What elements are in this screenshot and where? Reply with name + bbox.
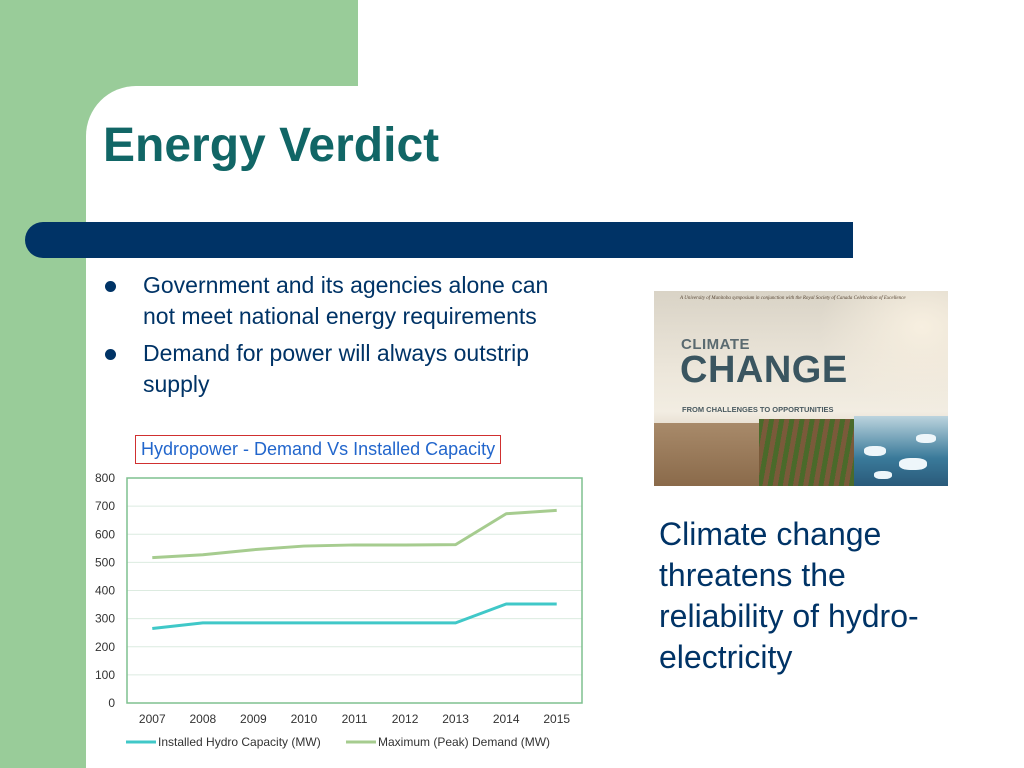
bullet-dot-icon — [105, 349, 116, 360]
legend-label: Installed Hydro Capacity (MW) — [158, 735, 321, 749]
bullet-item: Government and its agencies alone can no… — [100, 270, 570, 332]
y-tick-label: 400 — [95, 584, 115, 598]
photo-ice-scene — [854, 416, 948, 486]
x-tick-label: 2011 — [342, 712, 368, 726]
x-tick-label: 2010 — [291, 712, 318, 726]
background-white-top — [358, 0, 1024, 90]
x-tick-label: 2008 — [189, 712, 216, 726]
photo-sky-glow — [818, 291, 948, 411]
slide-title: Energy Verdict — [103, 119, 440, 172]
y-tick-label: 0 — [108, 696, 115, 710]
hydropower-line-chart: 0 100 200 300 400 500 600 700 800 2007 2008 2009 201… — [95, 471, 583, 749]
ice-chunk-icon — [916, 434, 936, 443]
photo-change-text: CHANGE — [680, 349, 848, 391]
photo-desert-scene — [654, 423, 764, 486]
x-tick-label: 2013 — [442, 712, 469, 726]
x-tick-label: 2009 — [240, 712, 267, 726]
ice-chunk-icon — [899, 458, 927, 470]
photo-subtitle-text: FROM CHALLENGES TO OPPORTUNITIES — [682, 405, 834, 414]
x-tick-label: 2015 — [543, 712, 570, 726]
bullet-dot-icon — [105, 281, 116, 292]
y-tick-label: 500 — [95, 555, 115, 569]
x-tick-label: 2007 — [139, 712, 166, 726]
y-tick-label: 300 — [95, 612, 115, 626]
series-line-1 — [152, 508, 557, 560]
photo-field-scene — [759, 419, 859, 486]
y-tick-label: 700 — [95, 499, 115, 513]
ice-chunk-icon — [864, 446, 886, 456]
x-tick-label: 2012 — [392, 712, 419, 726]
y-tick-label: 600 — [95, 527, 115, 541]
x-tick-label: 2014 — [493, 712, 520, 726]
series-line-0 — [152, 602, 557, 630]
ice-chunk-icon — [874, 471, 892, 479]
side-statement: Climate change threatens the reliability… — [659, 516, 919, 675]
climate-change-photo: A University of Manitoba symposium in co… — [654, 291, 948, 486]
bullet-text: Demand for power will always outstrip su… — [143, 340, 530, 397]
title-underline-bar — [25, 222, 853, 258]
photo-banner-text: A University of Manitoba symposium in co… — [680, 296, 906, 301]
bullet-item: Demand for power will always outstrip su… — [100, 338, 570, 400]
y-tick-label: 100 — [95, 668, 115, 682]
bullet-list: Government and its agencies alone can no… — [100, 270, 570, 406]
plot-area-border — [126, 477, 583, 704]
y-tick-label: 800 — [95, 471, 115, 485]
legend-label: Maximum (Peak) Demand (MW) — [378, 735, 550, 749]
chart-caption: Hydropower - Demand Vs Installed Capacit… — [135, 435, 502, 464]
photo-climate-text: CLIMATE — [681, 336, 751, 353]
y-tick-label: 200 — [95, 640, 115, 654]
bullet-text: Government and its agencies alone can no… — [143, 272, 549, 329]
